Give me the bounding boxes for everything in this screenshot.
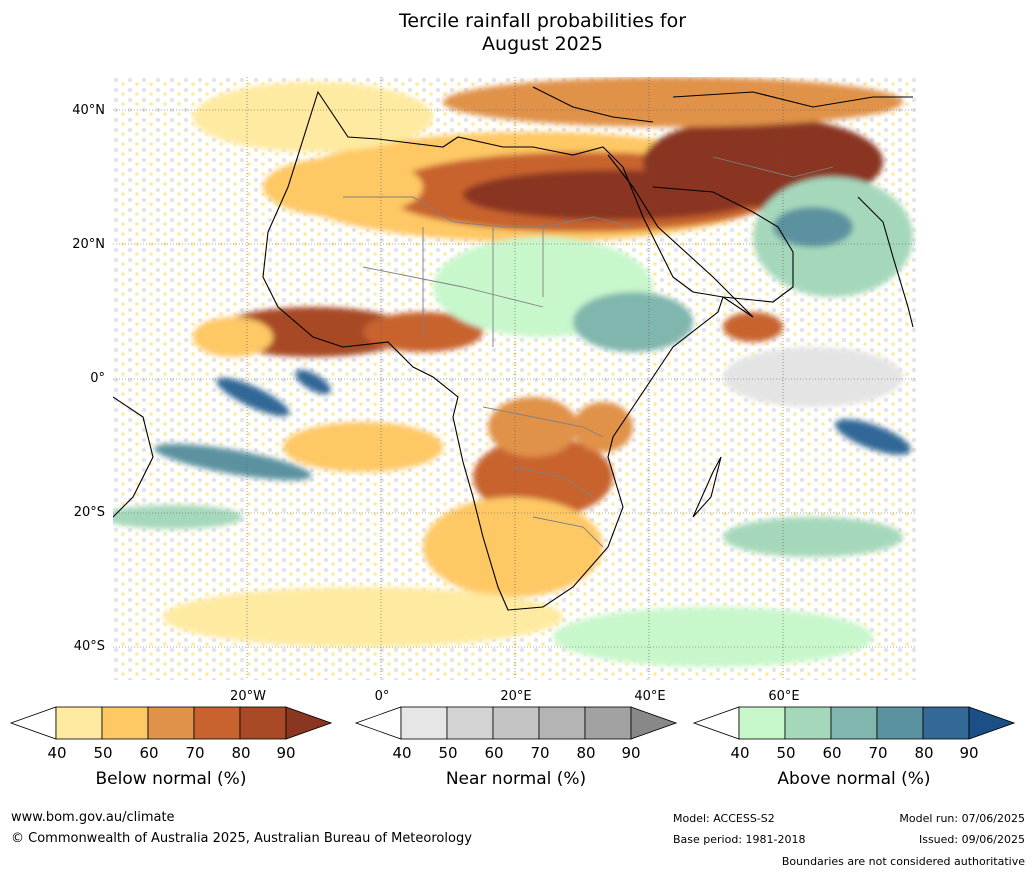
tick: 80 [231,744,251,762]
near-normal-colorbar [355,706,677,740]
colorbar-swatch [784,706,832,740]
lat-label-20s: 20°S [73,505,105,520]
below-normal-label: Below normal (%) [95,769,247,789]
tick: 80 [914,744,934,762]
colorbar-swatch [738,706,786,740]
colorbar-swatch [101,706,149,740]
colorbar-extend-high [968,706,1015,740]
lon-label-0: 0° [374,689,390,704]
lat-label-40n: 40°N [72,103,105,118]
tick: 50 [93,744,113,762]
rainfall-probability-map [113,77,917,680]
colorbar-extend-low [10,706,57,740]
tick: 60 [139,744,159,762]
base-period: Base period: 1981-2018 [673,833,806,846]
colorbar-extend-low [355,706,402,740]
colorbar-swatch [193,706,241,740]
tick: 70 [868,744,888,762]
lon-label-40e: 40°E [634,689,666,704]
tick: 70 [185,744,205,762]
lon-label-20w: 20°W [230,689,266,704]
probability-fields [113,77,913,667]
tick: 50 [776,744,796,762]
model-run-date: Model run: 07/06/2025 [899,812,1025,825]
tick: 40 [47,744,67,762]
tick: 90 [959,744,979,762]
colorbar-swatch [55,706,103,740]
near-normal-label: Near normal (%) [445,769,587,789]
below-normal-colorbar [10,706,332,740]
colorbar-extend-high [285,706,332,740]
map-canvas [113,77,917,680]
tick: 50 [438,744,458,762]
boundaries-note: Boundaries are not considered authoritat… [781,855,1025,868]
tick: 40 [392,744,412,762]
colorbar-swatch [239,706,287,740]
below-normal-swatches [10,706,332,740]
tick: 90 [276,744,296,762]
colorbar-swatch [538,706,586,740]
lon-label-20e: 20°E [500,689,532,704]
tick: 90 [621,744,641,762]
title-line-1: Tercile rainfall probabilities for [398,10,687,32]
lat-label-0: 0° [90,371,105,386]
lat-label-20n: 20°N [72,237,105,252]
above-normal-colorbar [693,706,1015,740]
colorbar-swatch [446,706,494,740]
tick: 80 [576,744,596,762]
chart-title: Tercile rainfall probabilities for Augus… [0,10,1035,56]
above-normal-swatches [693,706,1015,740]
model-name: Model: ACCESS-S2 [673,812,775,825]
colorbar-swatch [876,706,924,740]
colorbar-swatch [584,706,632,740]
website-link[interactable]: www.bom.gov.au/climate [11,810,175,825]
tick: 60 [822,744,842,762]
above-normal-label: Above normal (%) [777,769,931,789]
colorbar-extend-low [693,706,740,740]
colorbar-swatch [830,706,878,740]
graticule [113,77,917,680]
near-normal-swatches [355,706,677,740]
issued-date: Issued: 09/06/2025 [918,833,1025,846]
lon-label-60e: 60°E [768,689,800,704]
colorbar-swatch [922,706,970,740]
colorbar-swatch [147,706,195,740]
colorbar-swatch [400,706,448,740]
coastlines [113,86,914,611]
tick: 60 [484,744,504,762]
colorbar-extend-high [630,706,677,740]
tick: 70 [530,744,550,762]
tick: 40 [730,744,750,762]
lat-label-40s: 40°S [73,639,105,654]
colorbar-swatch [492,706,540,740]
copyright-text: © Commonwealth of Australia 2025, Austra… [11,831,472,846]
country-borders [343,156,834,548]
title-line-2: August 2025 [482,33,603,55]
